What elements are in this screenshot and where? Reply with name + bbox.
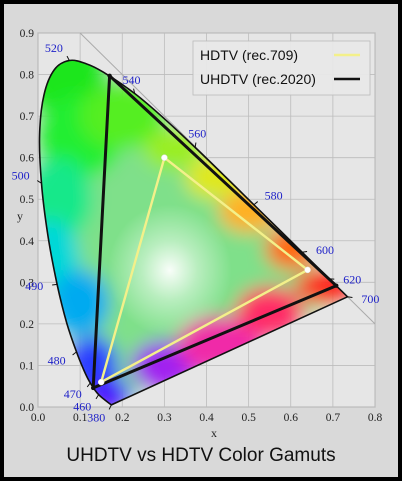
wavelength-tick [194,142,197,148]
uhdtv-vertex-point [90,385,96,391]
wavelength-label: 540 [122,73,140,87]
wavelength-label: 580 [265,189,283,203]
y-tick-label: 0.5 [20,194,35,206]
wavelength-label: 700 [361,292,379,306]
wavelength-tick [347,296,353,299]
gamut-vertex-markers [90,73,339,391]
x-tick-label: 0.3 [157,412,172,424]
x-tick-label: 0.8 [368,412,383,424]
y-tick-label: 0.6 [20,153,35,165]
wavelength-label: 600 [316,243,334,257]
wavelength-tick [72,351,77,356]
y-tick-label: 0.0 [20,402,35,414]
y-tick-label: 0.9 [20,28,35,40]
wavelength-label: 480 [48,354,66,368]
uhdtv-vertex-point [107,73,112,79]
uhdtv-gamut-triangle [91,74,338,390]
wavelength-tick [302,251,308,253]
wavelength-tick [36,180,42,184]
white-point-glow [107,204,232,337]
x-tick-label: 0.6 [284,412,299,424]
wavelength-tick [52,283,58,286]
wavelength-tick [86,382,91,388]
y-tick-labels: 0.0 0.1 0.2 0.3 0.4 0.5 0.6 0.7 0.8 0.9 [20,28,35,414]
wavelength-tick [133,88,136,94]
wavelength-label: 470 [64,387,82,401]
hdtv-gamut-triangle [99,156,309,384]
x-tick-label: 0.7 [326,412,341,424]
wavelength-label: 520 [45,41,63,55]
legend-label-uhdtv: UHDTV (rec.2020) [200,71,316,87]
legend-box [192,40,371,96]
x-tick-label: 0.1 [73,412,88,424]
y-tick-label: 0.7 [20,111,35,123]
x-tick-label: 0.2 [115,412,130,424]
x-axis-title: x [211,426,217,440]
x-tick-label: 0.5 [241,412,256,424]
hdtv-vertex-point [304,266,311,274]
chromaticity-chart: 0.0 0.1 0.2 0.3 0.4 0.5 0.6 0.7 0.8 0.0 0.1 0.2 0.3… [12,28,383,466]
x-tick-label: 0.4 [199,412,214,424]
hdtv-vertex-point [97,378,105,386]
wavelength-label: 460 [73,400,91,414]
wavelength-label: 500 [12,169,30,183]
chart-caption: UHDTV vs HDTV Color Gamuts [66,445,335,466]
wavelength-label: 560 [188,127,206,141]
wavelength-tick [95,394,100,400]
y-tick-label: 0.1 [20,360,35,372]
y-tick-label: 0.3 [20,277,35,289]
uhdtv-vertex-point [334,283,339,288]
legend: HDTV (rec.709) UHDTV (rec.2020) [192,40,371,96]
wavelength-label: 620 [343,273,361,287]
x-tick-label: 0.0 [31,412,46,424]
x-tick-labels: 0.0 0.1 0.2 0.3 0.4 0.5 0.6 0.7 0.8 [31,412,383,424]
y-axis-title: y [17,209,23,223]
y-tick-label: 0.2 [20,319,35,331]
wavelength-label: 380 [87,411,105,425]
legend-label-hdtv: HDTV (rec.709) [200,47,298,63]
wavelength-tick [66,55,70,61]
wavelength-label: 490 [25,279,43,293]
wavelength-tick [108,404,112,410]
hdtv-vertex-point [161,154,168,161]
wavelength-tick [253,201,259,206]
y-tick-label: 0.4 [20,236,35,248]
y-tick-label: 0.8 [20,70,35,82]
chart-frame: 0.0 0.1 0.2 0.3 0.4 0.5 0.6 0.7 0.8 0.0 0.1 0.2 0.3… [4,4,398,477]
